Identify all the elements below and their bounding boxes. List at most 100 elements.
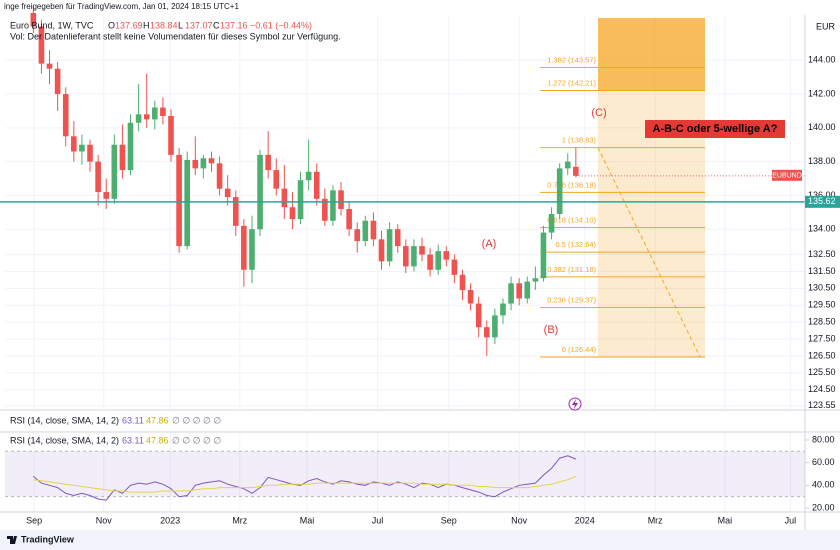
fib-label: 1.382 (143.57) [547,55,596,64]
candle-body [419,246,425,255]
ohlc-label: O [108,20,115,30]
candle-body [79,144,85,152]
shared-by: inge freigegeben für TradingView.com, Ja… [4,2,239,11]
projection-line [597,147,701,358]
fib-label: 0.618 (134.10) [547,216,596,225]
change: −0.61 (−0.44%) [250,20,312,30]
callout-text: A-B-C oder 5-wellige A? [653,123,778,135]
fib-label: 0 (126.44) [562,345,597,354]
candle-body [103,192,110,199]
candle-body [403,246,409,267]
symbol: Euro Bund, 1W, TVC [10,20,94,30]
candle-body [483,327,490,338]
candle-body [516,283,522,299]
candle-body [249,229,255,270]
ohlc-label: H [143,20,150,30]
rsi-tick-label: 80.00 [812,434,835,444]
candle-body [313,171,320,199]
candle-body [160,107,166,116]
candle-body [135,114,142,123]
rsi-tick-label: 40.00 [812,480,835,490]
fib-label: 0.236 (129.37) [547,295,596,304]
wave-label: (A) [482,238,497,250]
candle-body [548,214,555,233]
candle-body [370,220,377,240]
candle-body [386,229,393,262]
candle-body [62,94,69,137]
x-tick-label: Sep [441,515,457,525]
ohlc-value: 137.16 [220,20,248,30]
candle-body [492,315,498,338]
rsi-title: RSI (14, close, SMA, 14, 2) [10,415,119,425]
candle-body [184,159,190,247]
y-tick-label: 142.00 [808,88,836,98]
candle-body [443,251,450,260]
candle-body [257,154,263,230]
candle-body [216,163,223,189]
candle-body [46,63,53,69]
candle-body [564,161,571,169]
candle-body [87,144,93,162]
y-tick-label: 129.50 [808,300,836,310]
x-tick-label: Nov [96,515,113,525]
candle-body [119,144,126,171]
rsi-band [5,451,805,497]
rsi-sma-value: 47.86 [146,415,169,425]
candle-body [305,171,312,181]
fib-label: 1 (138.83) [562,136,597,145]
candle-body [38,26,45,64]
candle-body [459,274,466,291]
candle-body [71,136,77,152]
y-tick-label: 132.50 [808,249,836,259]
candle-body [411,246,417,267]
callout-box [645,120,785,138]
rsi-title: RSI (14, close, SMA, 14, 2) [10,435,119,445]
x-tick-label: Mai [300,515,315,525]
fib-label: 0.5 (132.64) [556,240,597,249]
candle-body [54,68,61,95]
rsi-value: 63.11 [122,415,144,425]
y-tick-label: 144.00 [808,55,836,65]
candle-body [95,161,101,193]
ohlc-value: 137.69 [115,20,143,30]
volume-note: Vol: Der Datenlieferant stellt keine Vol… [10,31,341,41]
y-tick-label: 123.55 [808,400,836,410]
wave-label: (B) [544,324,559,336]
price-tag-text: 135.62 [808,196,836,206]
candle-body [330,190,336,221]
symbol-tag [772,169,802,181]
event-icon[interactable] [568,397,582,411]
x-tick-label: 2024 [575,515,595,525]
candle-body [394,229,401,247]
x-tick-label: Mrz [648,515,663,525]
x-tick-label: Sep [26,515,42,525]
price-tag [805,195,840,208]
y-tick-label: 130.50 [808,283,836,293]
candle-body [451,259,458,275]
ohlc-label: C [213,20,220,30]
y-tick-label: 138.00 [808,156,836,166]
candle-body [573,166,579,176]
wave-label: (C) [591,107,606,119]
candle-body [241,225,247,270]
fib-label: 0.382 (131.18) [547,265,596,274]
y-tick-label: 140.00 [808,122,836,132]
rsi-placeholders: ∅ ∅ ∅ ∅ ∅ [172,415,221,425]
candle-body [143,114,150,120]
candle-body [192,159,199,169]
x-tick-label: Nov [511,515,528,525]
candle-body [273,170,280,189]
candle-body [346,208,352,230]
candle-body [362,220,369,242]
y-tick-label: 127.50 [808,333,836,343]
plot [0,6,805,501]
candle-body [500,303,506,316]
ohlc-value: 138.84 [150,20,178,30]
event-icon-bolt [572,399,578,409]
x-tick-label: Jul [372,515,384,525]
rsi-line [33,475,577,493]
y-tick-label: 131.50 [808,266,836,276]
y-tick-label: 125.50 [808,367,836,377]
candle-body [176,154,182,247]
y-tick-label: 124.50 [808,384,836,394]
